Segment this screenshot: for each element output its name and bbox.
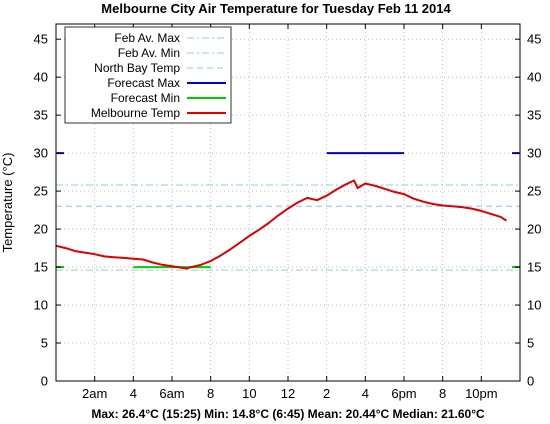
y-tick-label-left: 45 — [34, 32, 48, 47]
x-tick-label: 6am — [159, 386, 184, 401]
data-series — [55, 152, 520, 270]
x-tick-label: 8 — [439, 386, 446, 401]
legend-label-forecast-min: Forecast Min — [111, 91, 180, 105]
legend-label-feb-av-min: Feb Av. Min — [118, 46, 180, 60]
y-tick-label-right: 5 — [527, 336, 534, 351]
chart-title: Melbourne City Air Temperature for Tuesd… — [101, 1, 451, 16]
y-tick-label-right: 35 — [527, 108, 541, 123]
melbourne-temp-line — [55, 179, 508, 270]
y-axis-label: Temperature (°C) — [0, 153, 15, 253]
y-tick-label-right: 30 — [527, 146, 541, 161]
x-tick-label: 4 — [130, 386, 137, 401]
y-tick-label-left: 10 — [34, 298, 48, 313]
y-tick-label-right: 15 — [527, 260, 541, 275]
x-tick-label: 2 — [323, 386, 330, 401]
y-tick-label-right: 25 — [527, 184, 541, 199]
y-tick-label-left: 15 — [34, 260, 48, 275]
x-tick-label: 12 — [281, 386, 295, 401]
y-tick-label-left: 40 — [34, 70, 48, 85]
legend-label-forecast-max: Forecast Max — [107, 76, 180, 90]
y-tick-label-left: 25 — [34, 184, 48, 199]
legend-label-feb-av-max: Feb Av. Max — [114, 31, 180, 45]
legend-box — [64, 26, 232, 124]
x-tick-label: 4 — [362, 386, 369, 401]
y-tick-label-left: 35 — [34, 108, 48, 123]
y-tick-label-left: 5 — [41, 336, 48, 351]
legend-label-north-bay-temp: North Bay Temp — [94, 61, 180, 75]
axis-ticks: 0 0 5 5 10 10 15 15 20 20 25 25 30 30 35 35 40 40 45 45 2am 4… — [34, 24, 541, 401]
y-tick-label-right: 40 — [527, 70, 541, 85]
y-tick-label-right: 0 — [527, 374, 534, 389]
x-tick-label: 10pm — [465, 386, 498, 401]
y-tick-label-left: 0 — [41, 374, 48, 389]
y-tick-label-right: 20 — [527, 222, 541, 237]
grid-lines — [56, 24, 520, 381]
x-tick-label: 2am — [82, 386, 107, 401]
legend-label-melbourne-temp: Melbourne Temp — [91, 106, 180, 120]
y-tick-label-left: 30 — [34, 146, 48, 161]
reference-lines — [56, 184, 520, 271]
y-tick-label-left: 20 — [34, 222, 48, 237]
x-tick-label: 8 — [207, 386, 214, 401]
y-tick-label-right: 10 — [527, 298, 541, 313]
x-tick-label: 10 — [242, 386, 256, 401]
x-tick-label: 6pm — [391, 386, 416, 401]
y-tick-label-right: 45 — [527, 32, 541, 47]
stats-summary: Max: 26.4°C (15:25) Min: 14.8°C (6:45) M… — [91, 407, 485, 421]
